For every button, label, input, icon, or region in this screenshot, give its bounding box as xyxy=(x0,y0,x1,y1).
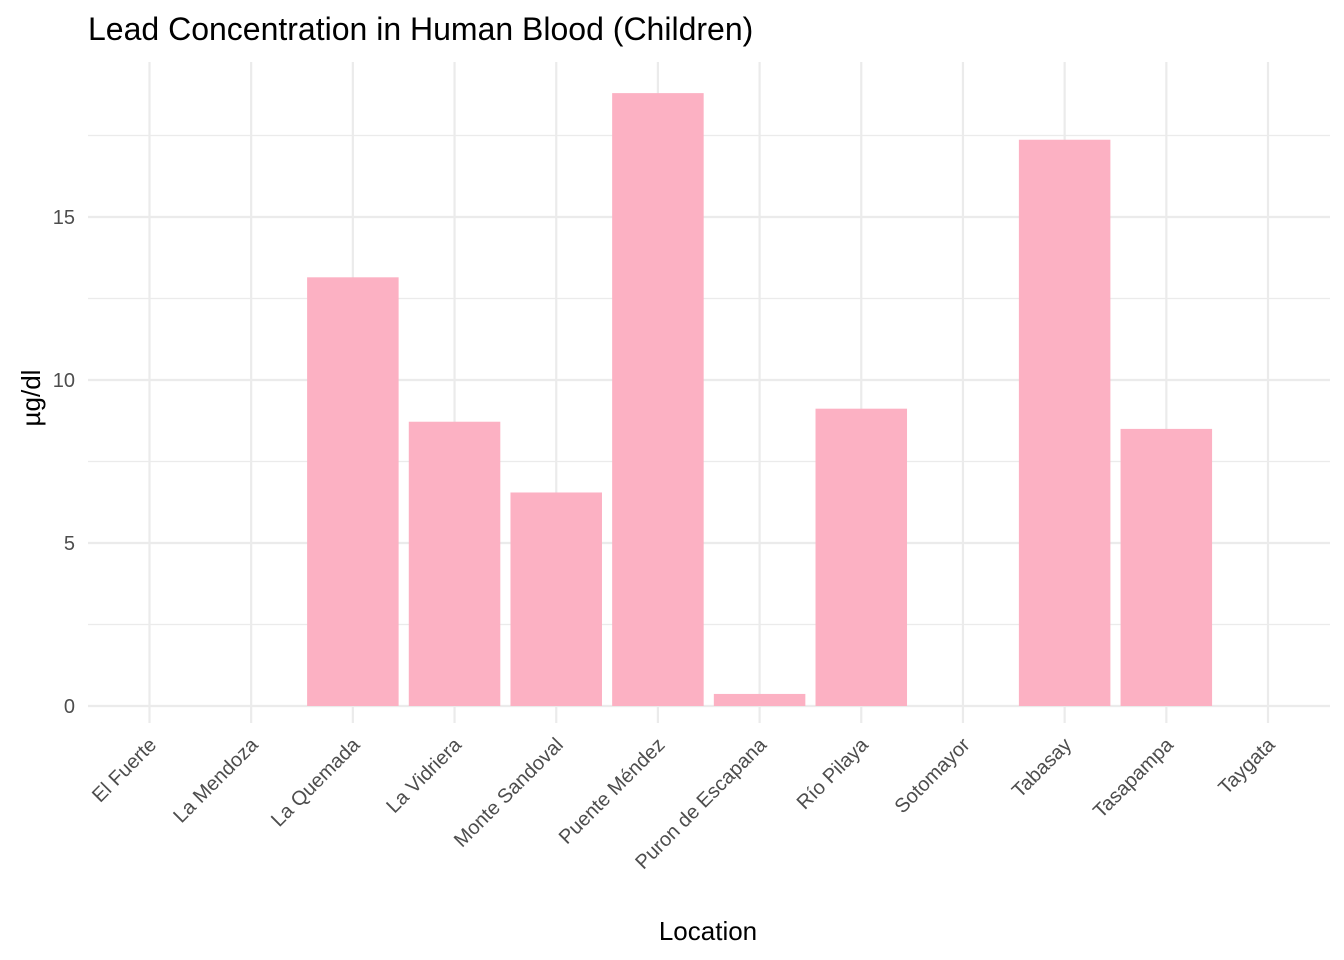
bar xyxy=(1018,139,1111,706)
y-tick-labels: 0 5 10 15 xyxy=(53,207,75,718)
bar xyxy=(510,492,602,706)
y-tick-label: 5 xyxy=(64,533,75,555)
x-tick-label: Taygata xyxy=(1214,733,1280,799)
x-tick-label: Río Pilaya xyxy=(793,733,874,814)
x-tick-label: Tabasay xyxy=(1008,734,1076,802)
x-axis-title: Location xyxy=(659,916,757,946)
x-tick-label: La Vidriera xyxy=(382,733,466,817)
x-tick-label: El Fuerte xyxy=(88,734,161,807)
x-tick-label: La Mendoza xyxy=(169,733,263,827)
x-tick-labels: El Fuerte La Mendoza La Quemada La Vidriera… xyxy=(88,733,1280,873)
y-tick-label: 15 xyxy=(53,207,75,229)
y-tick-label: 10 xyxy=(53,370,75,392)
x-tick-label: Puente Méndez xyxy=(555,734,670,849)
x-tick-label: Tasapampa xyxy=(1089,733,1178,822)
y-tick-label: 0 xyxy=(64,696,75,718)
chart-title: Lead Concentration in Human Blood (Child… xyxy=(88,11,753,47)
bar xyxy=(408,421,501,706)
x-tick-label: Monte Sandoval xyxy=(450,734,568,852)
bar xyxy=(612,93,704,707)
bar xyxy=(1120,428,1213,706)
bar xyxy=(713,693,806,706)
x-tick-label: La Quemada xyxy=(267,733,365,831)
bars xyxy=(307,93,1213,707)
bar xyxy=(815,408,908,706)
y-axis-title: µg/dl xyxy=(16,370,46,427)
bar xyxy=(307,277,399,706)
x-tick-label: Sotomayor xyxy=(891,734,975,818)
